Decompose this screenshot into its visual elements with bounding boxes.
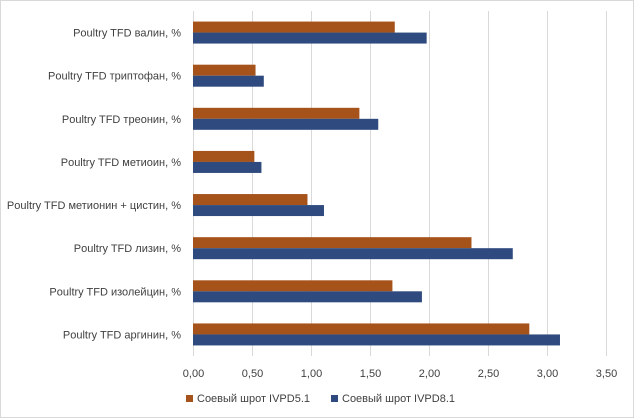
category-label: Poultry TFD лизин, % <box>74 243 181 255</box>
x-tick-label: 2,50 <box>478 368 499 380</box>
category-label: Poultry TFD аргинин, % <box>63 329 181 341</box>
category-labels: Poultry TFD валин, % Poultry TFD триптофа… <box>7 28 181 342</box>
category-label: Poultry TFD метиоин, % <box>61 157 181 169</box>
bar-ivpd81 <box>193 334 560 346</box>
bar-ivpd51 <box>193 237 472 249</box>
bar-ivpd51 <box>193 64 256 76</box>
grid-lines <box>193 11 607 356</box>
x-tick-label: 1,00 <box>301 368 322 380</box>
legend-swatch <box>186 395 193 402</box>
bar-ivpd81 <box>193 161 262 173</box>
x-tick-label: 1,50 <box>360 368 381 380</box>
legend-label: Соевый шрот IVPD5.1 <box>197 393 310 405</box>
bar-ivpd51 <box>193 323 530 335</box>
x-tick-labels: 0,00 0,50 1,00 1,50 2,00 2,50 3,00 3,50 <box>183 368 617 380</box>
bar-ivpd81 <box>193 248 513 260</box>
bar-ivpd81 <box>193 32 427 44</box>
bars <box>193 21 560 346</box>
bar-ivpd81 <box>193 205 324 217</box>
category-label: Poultry TFD треонин, % <box>62 114 181 126</box>
category-label: Poultry TFD изолейцин, % <box>49 286 181 298</box>
legend-label: Соевый шрот IVPD8.1 <box>342 393 455 405</box>
legend-swatch <box>331 395 338 402</box>
bar-ivpd51 <box>193 280 393 292</box>
x-tick-label: 3,50 <box>596 368 617 380</box>
bar-ivpd81 <box>193 291 422 303</box>
bar-ivpd81 <box>193 118 379 130</box>
x-tick-label: 3,00 <box>537 368 558 380</box>
category-label: Poultry TFD триптофан, % <box>48 71 181 83</box>
x-tick-label: 0,00 <box>183 368 204 380</box>
bar-ivpd51 <box>193 194 308 206</box>
bar-ivpd51 <box>193 107 360 119</box>
x-tick-label: 0,50 <box>242 368 263 380</box>
legend: Соевый шрот IVPD5.1 Соевый шрот IVPD8.1 <box>186 393 455 405</box>
bar-ivpd51 <box>193 150 255 162</box>
bar-ivpd81 <box>193 75 264 87</box>
category-label: Poultry TFD метионин + цистин, % <box>7 200 181 212</box>
bar-ivpd51 <box>193 21 395 33</box>
category-label: Poultry TFD валин, % <box>73 28 181 40</box>
x-tick-label: 2,00 <box>419 368 440 380</box>
